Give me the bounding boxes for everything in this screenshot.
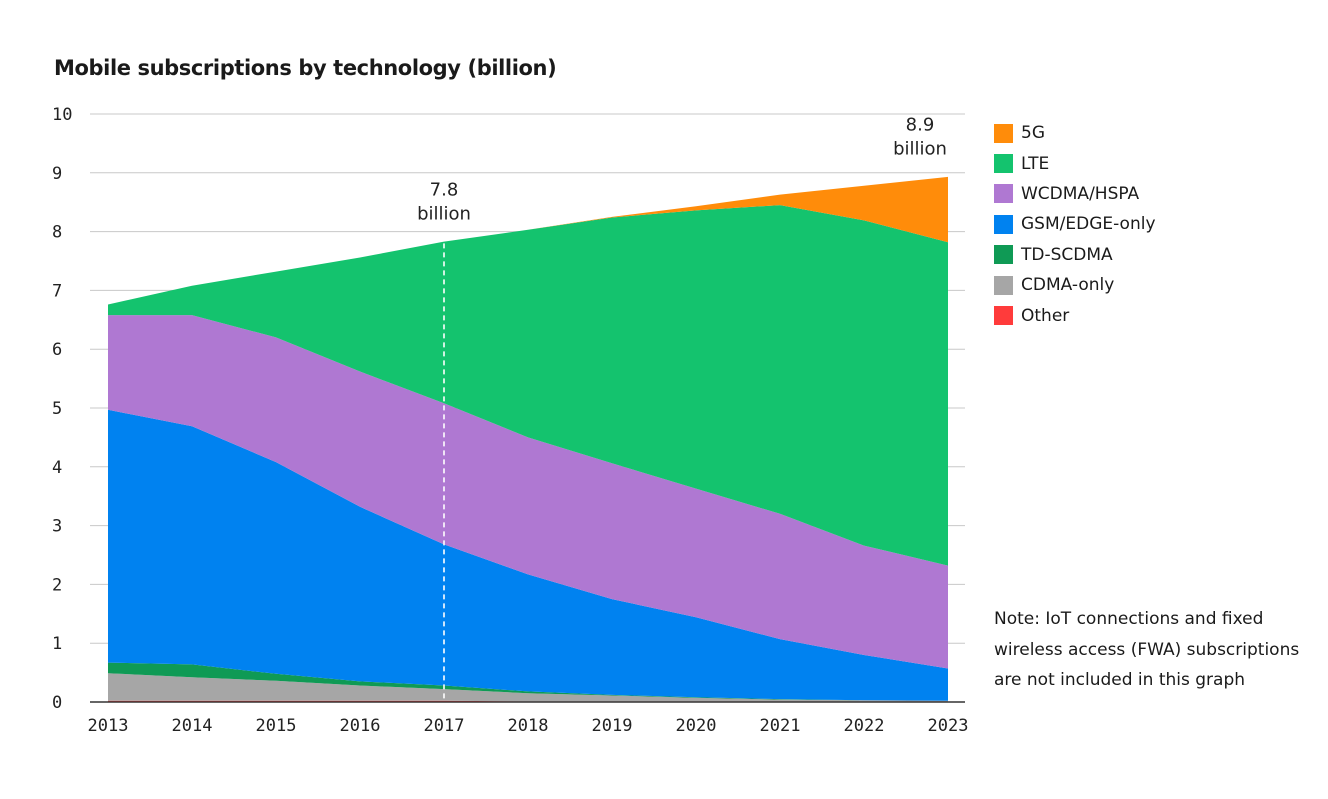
y-tick-label: 2 — [52, 575, 62, 595]
area-lte — [108, 205, 948, 566]
x-tick-label: 2023 — [928, 716, 969, 736]
x-tick-label: 2020 — [676, 716, 717, 736]
annotation-label: 8.9 — [906, 115, 935, 136]
legend-item-gsm-edge-only: GSM/EDGE-only — [994, 209, 1156, 239]
area-td-scdma — [108, 662, 948, 701]
legend-item-other: Other — [994, 300, 1156, 330]
annotation-label: billion — [417, 203, 471, 224]
x-tick-label: 2018 — [508, 716, 549, 736]
legend-swatch — [994, 184, 1013, 204]
x-tick-label: 2021 — [760, 716, 801, 736]
x-tick-label: 2015 — [256, 716, 297, 736]
legend-item-lte: LTE — [994, 148, 1156, 178]
annotation-label: billion — [893, 139, 947, 160]
legend-item-5g: 5G — [994, 118, 1156, 148]
y-tick-label: 7 — [52, 281, 62, 301]
y-tick-label: 9 — [52, 164, 62, 184]
y-tick-label: 10 — [52, 105, 72, 125]
x-tick-label: 2017 — [424, 716, 465, 736]
y-tick-label: 0 — [52, 693, 62, 713]
legend-swatch — [994, 306, 1013, 326]
legend-label: LTE — [1021, 153, 1050, 174]
legend-item-cdma-only: CDMA-only — [994, 270, 1156, 300]
area-cdma-only — [108, 673, 948, 702]
note-text: Note: IoT connections and fixed wireless… — [994, 609, 1300, 690]
area-gsm-edge-only — [108, 409, 948, 701]
legend-item-wcdma-hspa: WCDMA/HSPA — [994, 179, 1156, 209]
y-tick-label: 5 — [52, 399, 62, 419]
legend-label: 5G — [1021, 123, 1045, 144]
legend-item-td-scdma: TD-SCDMA — [994, 240, 1156, 270]
legend-swatch — [994, 214, 1013, 234]
legend-swatch — [994, 154, 1013, 174]
annotation-label: 7.8 — [430, 179, 459, 200]
axis: 0 1 2 3 4 5 6 7 8 9 10 2013 2014 2015 2016 2017 2018 2019… — [52, 105, 968, 736]
y-tick-label: 6 — [52, 340, 62, 360]
area-5g — [108, 176, 948, 305]
x-tick-label: 2016 — [340, 716, 381, 736]
y-tick-label: 8 — [52, 223, 62, 243]
legend-label: CDMA-only — [1021, 275, 1115, 296]
legend-swatch — [994, 123, 1013, 143]
y-tick-label: 4 — [52, 458, 62, 478]
legend: 5G LTE WCDMA/HSPA GSM/EDGE-only TD-SCDMA CDMA… — [994, 118, 1156, 331]
y-tick-label: 3 — [52, 517, 62, 537]
x-tick-label: 2014 — [172, 716, 213, 736]
legend-label: GSM/EDGE-only — [1021, 214, 1156, 235]
chart-title: Mobile subscriptions by technology (bill… — [54, 56, 557, 80]
y-tick-label: 1 — [52, 634, 62, 654]
legend-swatch — [994, 245, 1013, 265]
area-wcdma-hspa — [108, 315, 948, 669]
area-series — [108, 176, 948, 702]
x-tick-label: 2019 — [592, 716, 633, 736]
legend-label: Other — [1021, 305, 1070, 326]
legend-label: WCDMA/HSPA — [1021, 183, 1140, 204]
legend-swatch — [994, 275, 1013, 295]
annotations: 7.8 billion 8.9 billion — [417, 115, 947, 702]
x-tick-label: 2013 — [88, 716, 129, 736]
x-tick-label: 2022 — [844, 716, 885, 736]
legend-label: TD-SCDMA — [1021, 244, 1113, 265]
